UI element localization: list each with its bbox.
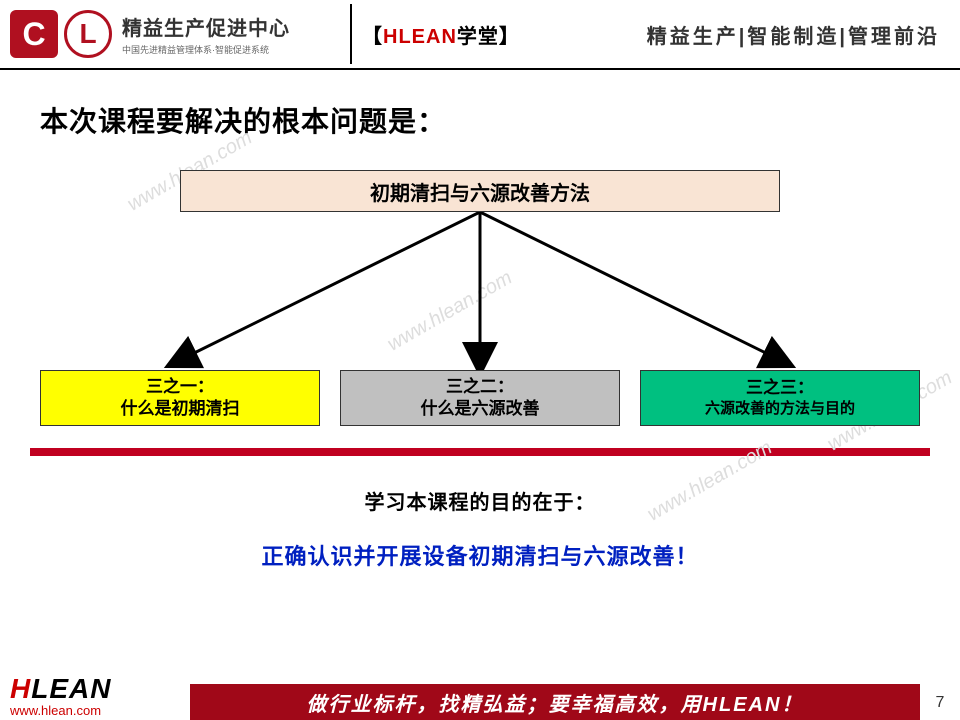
logo-subtitle: 中国先进精益管理体系·智能促进系统 <box>122 43 290 56</box>
hlean-red-text: HLEAN <box>383 26 457 48</box>
bracket-open: 【 <box>362 26 383 48</box>
logo-title: 精益生产促进中心 <box>122 12 290 41</box>
box1-line2: 什么是初期清扫 <box>121 398 240 420</box>
page-number: 7 <box>920 694 960 720</box>
main-title: 本次课程要解决的根本问题是： <box>40 100 960 140</box>
logo-c-icon: C <box>10 10 58 58</box>
logo-l-icon: L <box>64 10 112 58</box>
box1-line1: 三之一： <box>146 376 214 398</box>
box3-line1: 三之三： <box>746 377 814 399</box>
purpose-title: 学习本课程的目的在于： <box>0 486 960 515</box>
diagram-box-3: 三之三： 六源改善的方法与目的 <box>640 370 920 426</box>
footer-slogan-bar: 做行业标杆，找精弘益；要幸福高效，用HLEAN！ <box>190 684 920 720</box>
diagram-top-box: 初期清扫与六源改善方法 <box>180 170 780 212</box>
footer-logo: HLEAN www.hlean.com <box>0 673 190 720</box>
diagram-area: 初期清扫与六源改善方法 三之一： 什么是初期清扫 三之二： 什么是六源改善 三之… <box>40 170 920 430</box>
header-right-text: 精益生产|智能制造|管理前沿 <box>647 20 940 49</box>
footer: HLEAN www.hlean.com 做行业标杆，找精弘益；要幸福高效，用HL… <box>0 676 960 720</box>
purpose-text: 正确认识并开展设备初期清扫与六源改善！ <box>0 539 960 571</box>
diagram-box-1: 三之一： 什么是初期清扫 <box>40 370 320 426</box>
footer-url: www.hlean.com <box>10 703 190 718</box>
bracket-close: 】 <box>499 26 520 48</box>
box2-line1: 三之二： <box>446 376 514 398</box>
header: C L 精益生产促进中心 中国先进精益管理体系·智能促进系统 【HLEAN学堂】… <box>0 0 960 70</box>
diagram-bottom-row: 三之一： 什么是初期清扫 三之二： 什么是六源改善 三之三： 六源改善的方法与目… <box>40 370 920 426</box>
header-divider <box>350 4 352 64</box>
diagram-arrows <box>40 212 920 370</box>
header-mid: 【HLEAN学堂】 <box>362 20 520 49</box>
hlean-black-text: 学堂 <box>457 26 499 48</box>
box2-line2: 什么是六源改善 <box>421 398 540 420</box>
box3-line2: 六源改善的方法与目的 <box>705 399 855 419</box>
red-separator-bar <box>30 448 930 456</box>
logo-area: C L 精益生产促进中心 中国先进精益管理体系·智能促进系统 <box>0 10 340 58</box>
diagram-box-2: 三之二： 什么是六源改善 <box>340 370 620 426</box>
